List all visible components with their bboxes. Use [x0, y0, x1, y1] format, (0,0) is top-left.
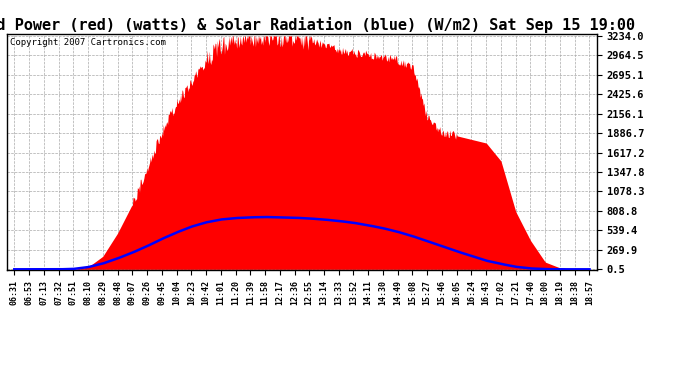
Text: Copyright 2007 Cartronics.com: Copyright 2007 Cartronics.com	[10, 39, 166, 48]
Title: Grid Power (red) (watts) & Solar Radiation (blue) (W/m2) Sat Sep 15 19:00: Grid Power (red) (watts) & Solar Radiati…	[0, 16, 635, 33]
